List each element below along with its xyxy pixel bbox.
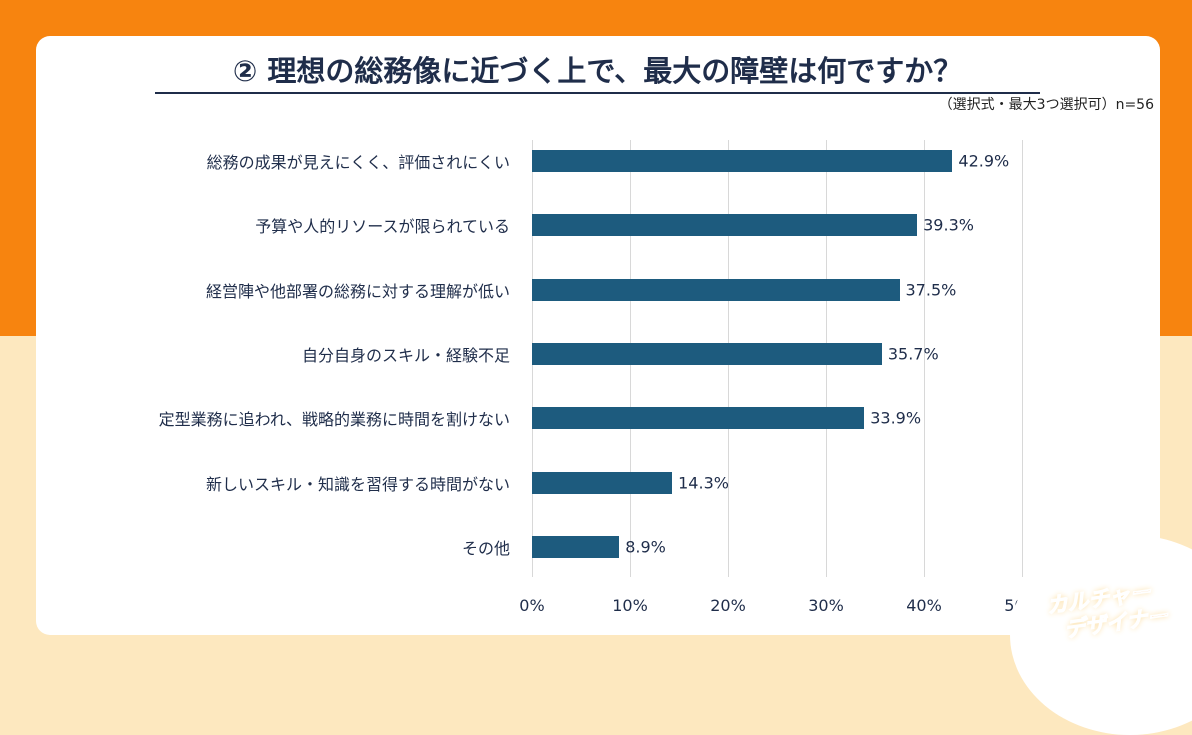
page-title: ② 理想の総務像に近づく上で、最大の障壁は何ですか？	[155, 48, 1040, 94]
gridline	[924, 140, 925, 577]
value-label: 39.3%	[923, 215, 974, 235]
category-label: 自分自身のスキル・経験不足	[301, 346, 510, 365]
bar	[532, 343, 882, 365]
bar	[532, 472, 673, 494]
value-label: 35.7%	[887, 344, 939, 364]
category-label: その他	[461, 539, 510, 558]
value-label: 33.9%	[870, 408, 922, 428]
chart-card	[36, 36, 1160, 635]
x-tick-label: 20%	[710, 596, 746, 615]
bar	[532, 407, 865, 429]
value-label: 8.9%	[625, 537, 666, 557]
x-tick-label: 30%	[808, 596, 844, 615]
bar	[532, 536, 620, 558]
bar	[532, 279, 900, 301]
bar	[532, 150, 953, 172]
x-tick-label: 40%	[906, 596, 942, 615]
category-label: 経営陣や他部署の総務に対する理解が低い	[205, 282, 510, 301]
value-label: 14.3%	[678, 473, 729, 493]
category-label: 総務の成果が見えにくく、評価されにくい	[206, 153, 510, 172]
category-label: 新しいスキル・知識を習得する時間がない	[205, 475, 510, 494]
x-tick-label: 0%	[519, 596, 545, 615]
x-tick-label: 10%	[612, 596, 648, 615]
category-label: 定型業務に追われ、戦略的業務に時間を割けない	[158, 410, 510, 429]
sample-note: （選択式・最大3つ選択可）n=56	[938, 97, 1154, 113]
value-label: 42.9%	[958, 151, 1010, 171]
gridline	[1022, 140, 1023, 577]
value-label: 37.5%	[905, 280, 957, 300]
category-label: 予算や人的リソースが限られている	[255, 217, 510, 236]
bar	[532, 214, 918, 236]
